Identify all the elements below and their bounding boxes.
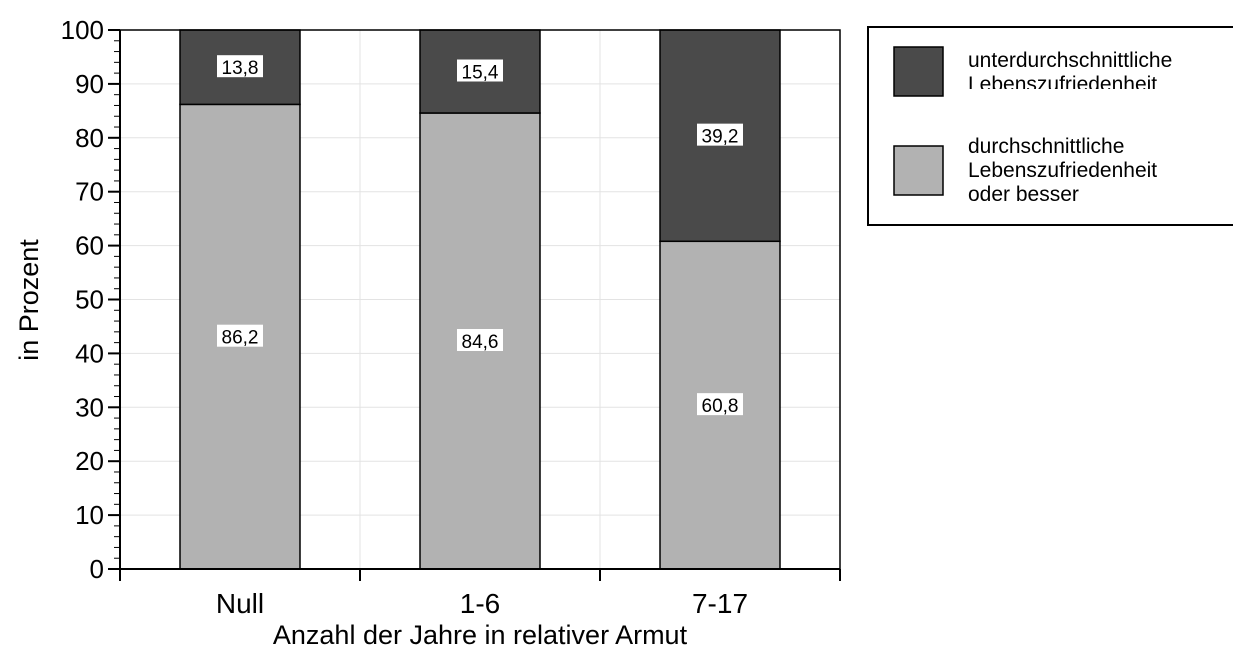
legend-clip-mask (960, 89, 1230, 99)
bars (179, 29, 781, 570)
y-tick-label: 20 (75, 446, 104, 476)
legend: unterdurchschnittliche Lebenszufriedenhe… (867, 26, 1233, 226)
y-tick-label: 10 (75, 500, 104, 530)
x-tick-label: Null (216, 588, 264, 619)
y-tick-label: 0 (90, 554, 104, 584)
y-tick-label: 80 (75, 123, 104, 153)
data-label: 86,2 (222, 328, 259, 349)
y-tick-label: 70 (75, 177, 104, 207)
y-tick-label: 90 (75, 69, 104, 99)
data-label: 39,2 (702, 127, 739, 148)
y-tick-label: 30 (75, 392, 104, 422)
legend-label-average-or-better: durchschnittliche Lebenszufriedenheit od… (968, 135, 1163, 206)
y-axis-title: in Prozent (14, 239, 44, 361)
data-label-bg (217, 55, 263, 78)
y-tick-label: 60 (75, 231, 104, 261)
data-label-bg (457, 329, 503, 352)
legend-swatch-average-or-better (893, 145, 944, 196)
x-tick-label: 1-6 (460, 588, 500, 619)
y-tick-label: 50 (75, 285, 104, 315)
data-label: 84,6 (462, 332, 499, 353)
data-label-bg (217, 324, 263, 347)
data-label-bg (697, 393, 743, 416)
data-label: 15,4 (462, 63, 499, 84)
axes: Null 1-6 7-17 0 10 20 30 40 50 60 70 80 90 100 (61, 15, 841, 619)
data-label: 60,8 (702, 396, 739, 417)
legend-swatch-below-average (893, 46, 944, 97)
data-label-bg (457, 59, 503, 82)
data-labels: 86,2 13,8 84,6 15,4 60,8 39,2 (217, 55, 743, 417)
y-tick-label: 40 (75, 338, 104, 368)
y-tick-label: 100 (61, 15, 104, 45)
x-tick-label: 7-17 (692, 588, 748, 619)
x-axis-title: Anzahl der Jahre in relativer Armut (273, 620, 688, 646)
data-label-bg (697, 123, 743, 146)
data-label: 13,8 (222, 58, 259, 79)
legend-label-below-average: unterdurchschnittliche Lebenszufriedenhe… (968, 49, 1178, 96)
